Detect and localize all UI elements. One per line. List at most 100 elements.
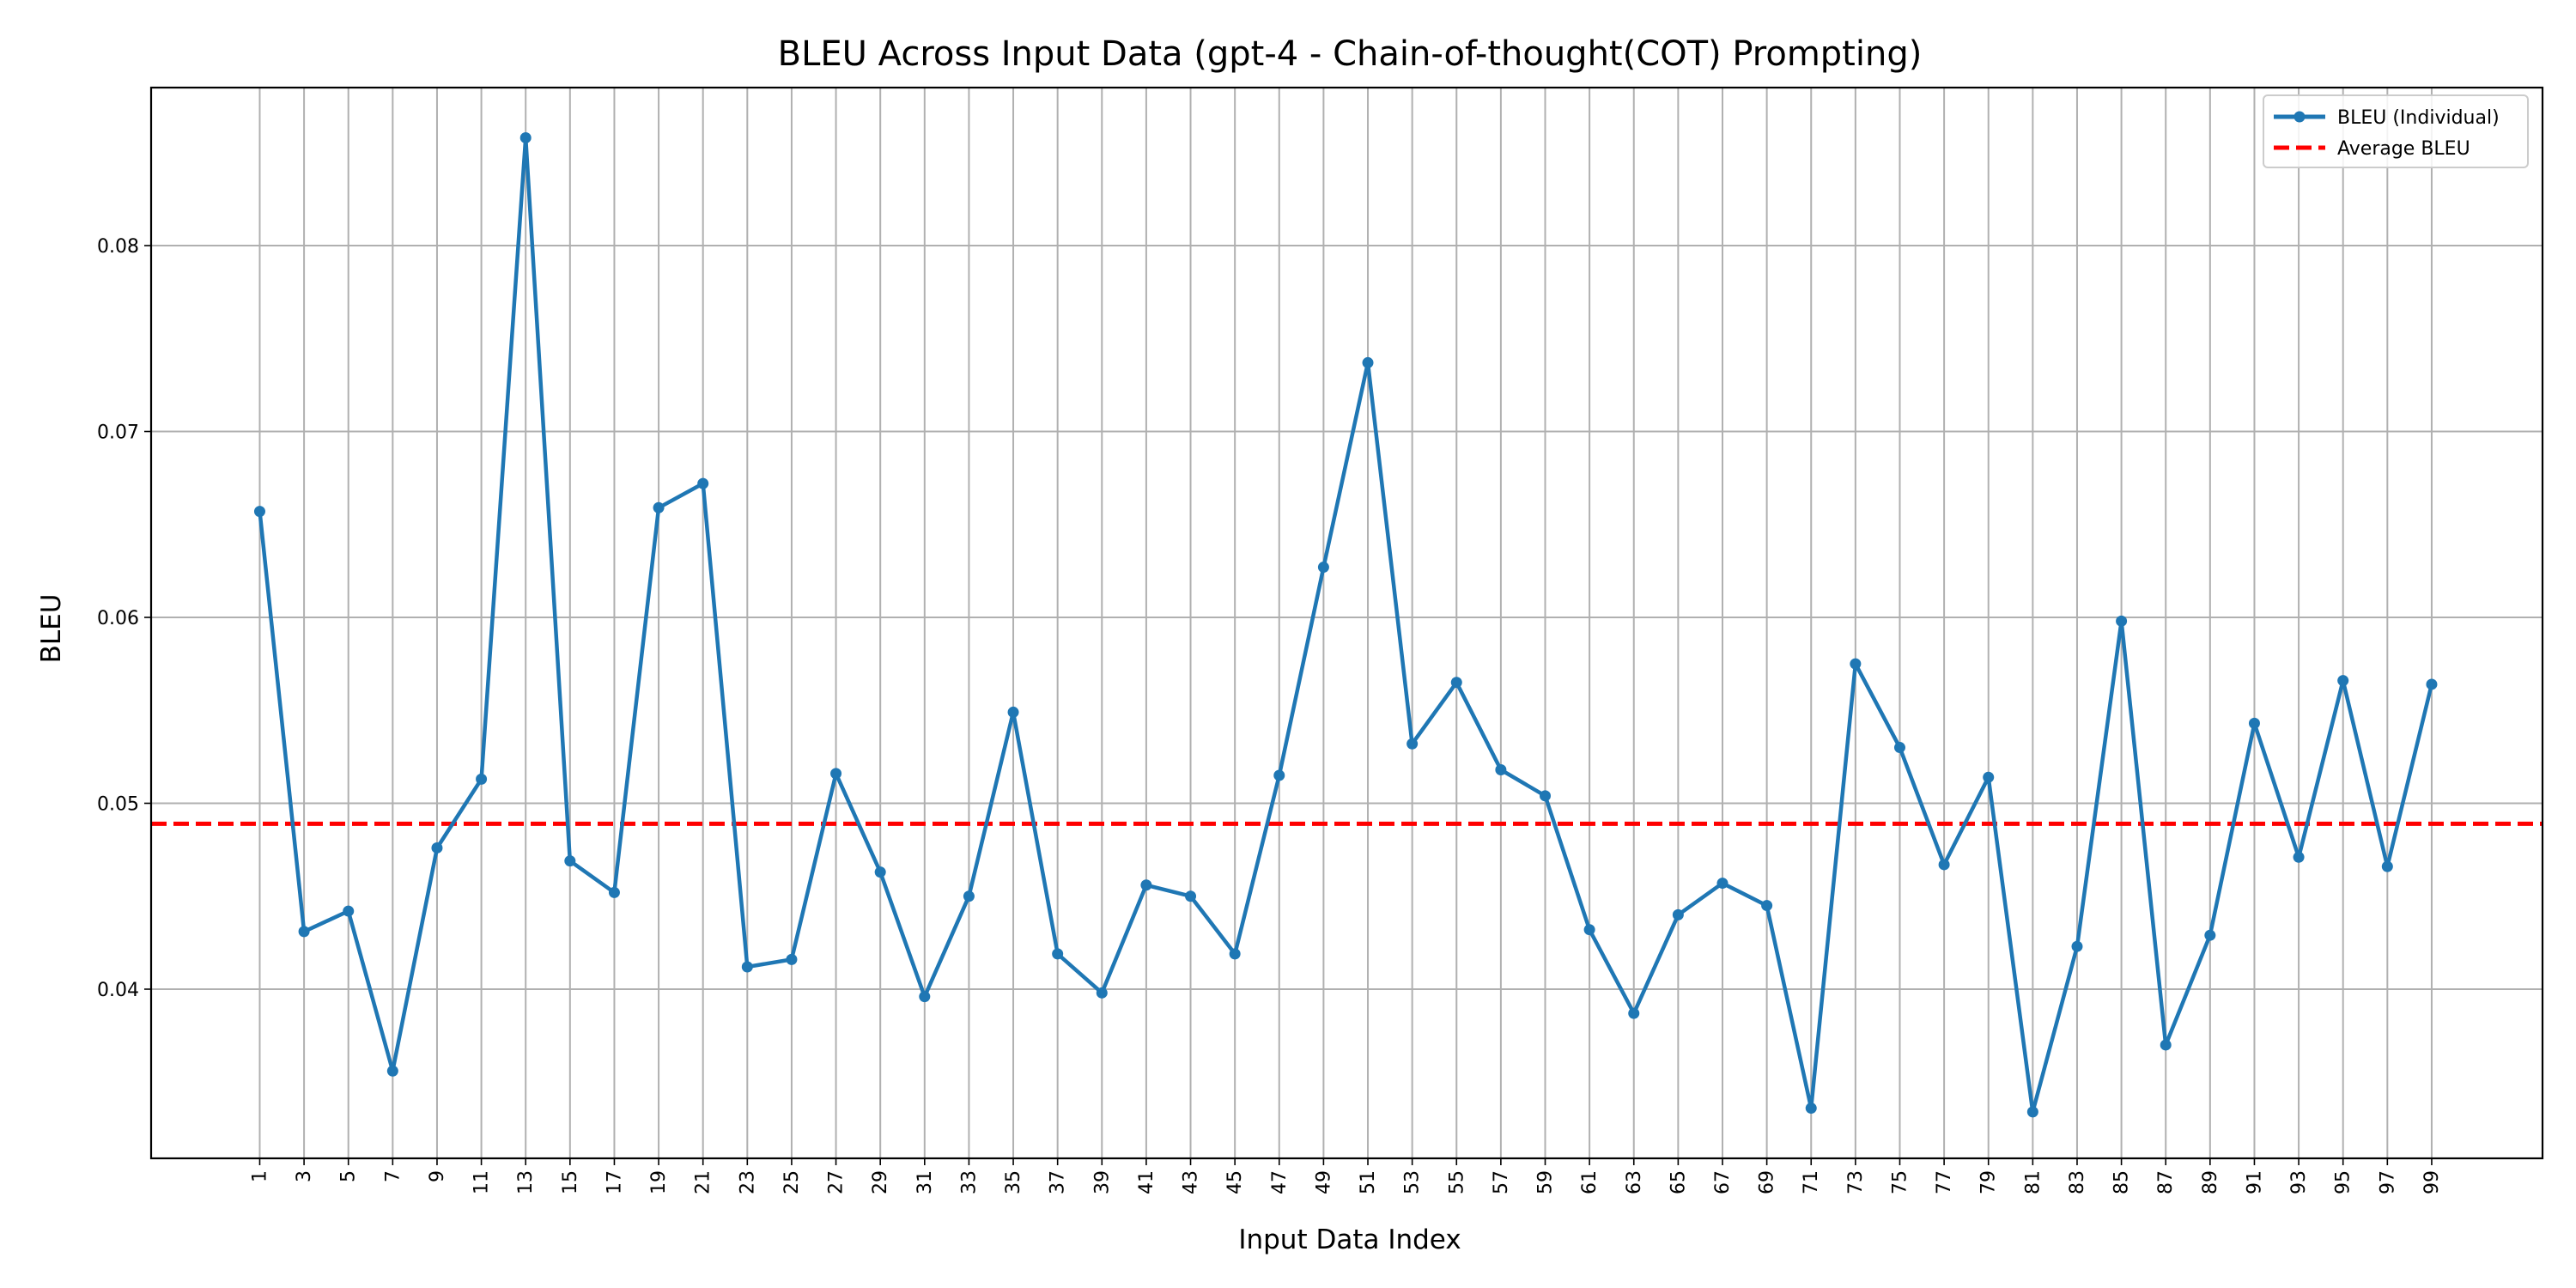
y-tick-label: 0.06 [97,608,139,629]
x-tick-label: 19 [648,1170,670,1194]
legend-marker-individual [2293,111,2306,123]
bleu-data-point [1495,764,1507,776]
y-tick-label: 0.07 [97,422,139,444]
x-tick-label: 75 [1889,1170,1911,1194]
bleu-data-point [697,477,709,489]
x-tick-label: 83 [2067,1170,2088,1194]
x-tick-label: 59 [1535,1170,1557,1194]
x-tick-label: 55 [1446,1170,1467,1194]
x-tick-label: 25 [781,1170,803,1194]
bleu-data-point [1317,562,1329,574]
x-axis-label: Input Data Index [1238,1224,1461,1255]
bleu-data-point [2248,717,2260,729]
x-tick-label: 63 [1624,1170,1645,1194]
x-tick-label: 13 [515,1170,537,1194]
bleu-data-point [830,768,842,780]
x-tick-label: 73 [1845,1170,1867,1194]
x-tick-label: 9 [427,1170,448,1182]
y-tick-label: 0.05 [97,793,139,815]
y-axis-label: BLEU [36,594,67,664]
x-tick-label: 39 [1091,1170,1113,1194]
bleu-data-point [874,866,886,878]
x-tick-label: 87 [2155,1170,2177,1194]
bleu-data-point [653,501,665,513]
grid-lines [151,88,2543,1158]
x-tick-label: 69 [1757,1170,1778,1194]
legend-label-individual: BLEU (Individual) [2337,107,2500,129]
bleu-data-point [2426,678,2438,690]
bleu-data-point [1450,677,1462,689]
bleu-data-point [1362,356,1374,368]
bleu-data-point [2160,1039,2172,1051]
x-tick-label: 37 [1048,1170,1069,1194]
x-tick-label: 61 [1579,1170,1601,1194]
x-tick-label: 21 [693,1170,714,1194]
bleu-data-point [1406,738,1419,750]
bleu-data-point [253,506,265,518]
bleu-data-point [2026,1106,2038,1118]
plot-frame [149,86,2544,1160]
bleu-data-point [741,961,753,973]
x-tick-label: 23 [737,1170,758,1194]
bleu-data-point [1140,879,1152,891]
series-layer [253,131,2438,1118]
y-tick-label: 0.04 [97,980,139,1001]
bleu-data-point [343,905,355,917]
x-tick-label: 29 [870,1170,891,1194]
x-tick-label: 3 [294,1170,315,1182]
legend-label-average: Average BLEU [2337,138,2470,160]
y-axis-ticks: 0.04 0.05 0.06 0.07 0.08 [97,236,151,1001]
x-tick-label: 49 [1313,1170,1334,1194]
x-tick-label: 27 [826,1170,848,1194]
bleu-data-point [298,926,310,938]
bleu-data-point [2293,851,2305,863]
x-tick-label: 43 [1181,1170,1202,1194]
x-tick-label: 81 [2022,1170,2044,1194]
legend-box [2263,94,2529,168]
chart-title: BLEU Across Input Data (gpt-4 - Chain-of… [778,34,1923,74]
x-tick-label: 53 [1402,1170,1424,1194]
x-tick-label: 93 [2288,1170,2310,1194]
x-tick-label: 71 [1801,1170,1822,1194]
bleu-data-point [2337,675,2349,687]
bleu-data-point [1096,987,1108,999]
x-tick-label: 45 [1224,1170,1246,1194]
bleu-data-point [1850,658,1862,670]
x-axis-ticks: 1 3 5 7 9 11 13 15 17 19 21 23 25 27 29 31 33 35 37 39 41 43 4… [249,1158,2443,1194]
x-tick-label: 31 [914,1170,936,1194]
bleu-data-point [919,991,931,1003]
x-tick-label: 79 [1978,1170,2000,1194]
bleu-data-point [1229,948,1241,960]
x-tick-label: 91 [2244,1170,2265,1194]
x-tick-label: 33 [958,1170,980,1194]
bleu-data-point [1583,924,1595,936]
x-tick-label: 41 [1136,1170,1157,1194]
bleu-data-point [1983,771,1995,783]
x-tick-label: 47 [1269,1170,1291,1194]
legend: BLEU (Individual) Average BLEU [2263,94,2529,168]
bleu-data-point [1893,742,1905,754]
bleu-data-point [1938,859,1950,871]
x-tick-label: 99 [2421,1170,2443,1194]
bleu-data-point [786,953,798,965]
x-tick-label: 77 [1934,1170,1955,1194]
x-tick-label: 95 [2333,1170,2354,1194]
bleu-data-point [564,855,576,867]
x-tick-label: 7 [382,1170,404,1182]
bleu-data-point [1007,706,1019,718]
x-tick-label: 65 [1668,1170,1689,1194]
bleu-data-point [519,131,532,143]
x-tick-label: 97 [2377,1170,2398,1194]
bleu-data-point [1628,1007,1640,1019]
bleu-data-point [386,1065,398,1077]
x-tick-label: 1 [249,1170,270,1182]
bleu-data-point [1273,769,1285,781]
x-tick-label: 85 [2111,1170,2133,1194]
x-tick-label: 15 [560,1170,581,1194]
bleu-data-point [2116,615,2128,627]
y-tick-label: 0.08 [97,236,139,258]
bleu-data-point [431,841,443,854]
x-tick-label: 67 [1712,1170,1734,1194]
